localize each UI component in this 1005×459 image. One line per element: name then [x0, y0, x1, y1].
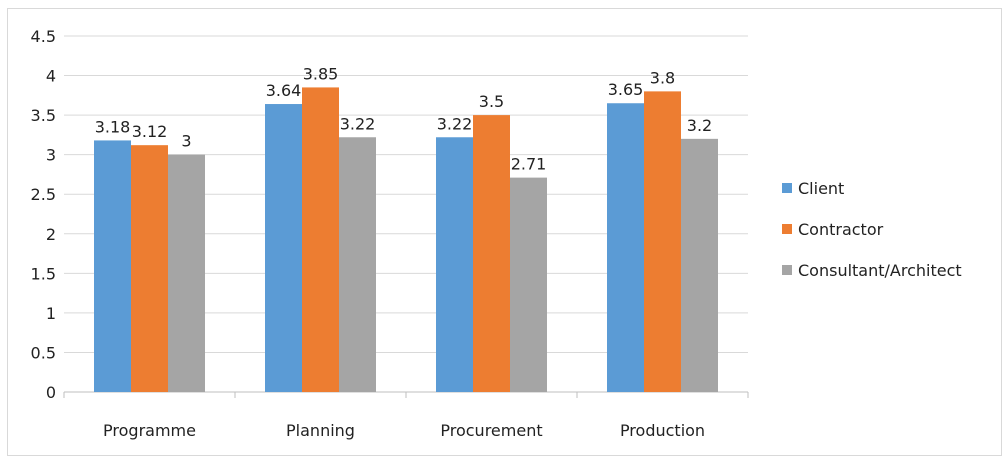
y-tick-label: 4.5: [31, 27, 56, 46]
y-tick-label: 1.5: [31, 264, 56, 283]
legend-swatch: [782, 224, 792, 234]
data-label: 3.12: [132, 122, 168, 141]
bar: [681, 138, 718, 392]
x-tick-label: Programme: [103, 421, 196, 440]
data-label: 3.85: [303, 64, 339, 83]
legend-label: Consultant/Architect: [798, 261, 962, 280]
data-label: 3.22: [437, 114, 473, 133]
data-label: 3.65: [608, 80, 644, 99]
data-label: 3.2: [687, 116, 712, 135]
legend-label: Client: [798, 179, 844, 198]
data-label: 3.22: [340, 114, 376, 133]
bar: [94, 140, 131, 392]
bar: [168, 154, 205, 392]
y-tick-label: 3: [46, 146, 56, 165]
bar: [265, 104, 302, 392]
data-label: 3.5: [479, 92, 504, 111]
bar: [436, 137, 473, 392]
y-tick-label: 2: [46, 225, 56, 244]
bar: [510, 177, 547, 392]
y-tick-label: 4: [46, 67, 56, 86]
data-label: 3.8: [650, 68, 675, 87]
data-label: 3: [181, 132, 191, 151]
x-tick-label: Production: [620, 421, 705, 440]
bar: [607, 103, 644, 392]
y-tick-label: 0: [46, 383, 56, 402]
y-tick-label: 0.5: [31, 343, 56, 362]
data-label: 3.64: [266, 81, 302, 100]
legend-swatch: [782, 265, 792, 275]
bar: [339, 137, 376, 392]
y-tick-label: 2.5: [31, 185, 56, 204]
bar: [302, 87, 339, 392]
legend-label: Contractor: [798, 220, 884, 239]
data-label: 3.18: [95, 117, 131, 136]
x-tick-label: Planning: [286, 421, 355, 440]
bar: [131, 145, 168, 392]
x-tick-label: Procurement: [440, 421, 542, 440]
bar: [473, 115, 510, 392]
legend-swatch: [782, 183, 792, 193]
y-tick-label: 1: [46, 304, 56, 323]
bar: [644, 91, 681, 392]
y-tick-label: 3.5: [31, 106, 56, 125]
data-label: 2.71: [511, 155, 547, 174]
